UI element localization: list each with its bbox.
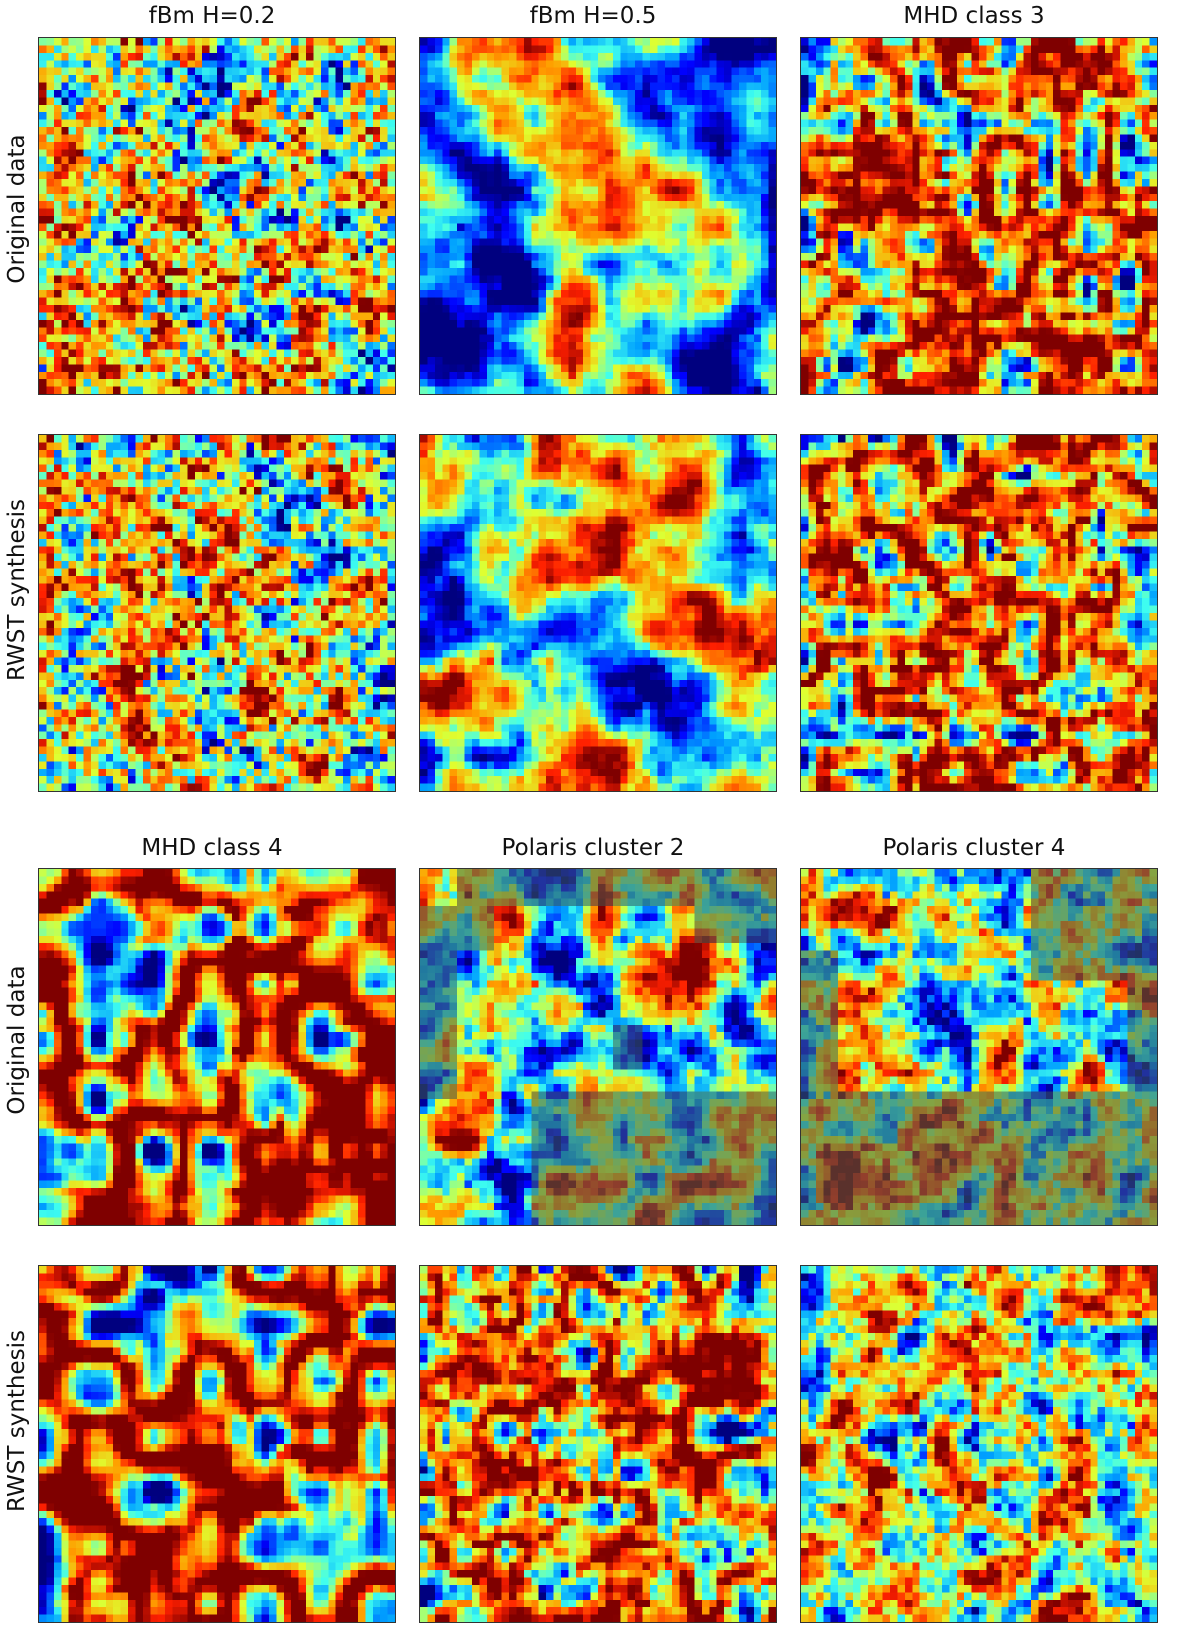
mask-overlay: [1030, 869, 1157, 981]
fbm02-synthesis-image: [39, 435, 395, 791]
polaris2-synthesis-image: [420, 1266, 776, 1622]
mask-overlay: [801, 950, 839, 1225]
row-label-original-data: Original data: [2, 29, 32, 389]
mask-overlay: [531, 1091, 776, 1225]
panel-mhd-class-3-synthesis: [800, 434, 1158, 792]
panel-fbm-h05-synthesis: [419, 434, 777, 792]
row-label-rwst-synthesis: RWST synthesis: [2, 410, 32, 770]
panel-fbm-h05-original: [419, 37, 777, 395]
mhd4-original-image: [39, 869, 395, 1225]
panel-polaris-cluster-2-synthesis: [419, 1265, 777, 1623]
row-label-rwst-synthesis: RWST synthesis: [2, 1241, 32, 1601]
mask-overlay: [420, 906, 495, 951]
column-title-polaris-cluster-4: Polaris cluster 4: [794, 834, 1154, 862]
column-title-fbm-h05: fBm H=0.5: [413, 2, 773, 30]
panel-polaris-cluster-2-original: [419, 868, 777, 1226]
panel-polaris-cluster-4-synthesis: [800, 1265, 1158, 1623]
mask-overlay: [420, 950, 458, 1099]
column-title-fbm-h02: fBm H=0.2: [32, 2, 392, 30]
fbm05-original-image: [420, 38, 776, 394]
mask-overlay: [457, 869, 776, 907]
panel-fbm-h02-synthesis: [38, 434, 396, 792]
row-label-original-data: Original data: [2, 860, 32, 1220]
mhd3-synthesis-image: [801, 435, 1157, 791]
column-title-polaris-cluster-2: Polaris cluster 2: [413, 834, 773, 862]
mhd4-synthesis-image: [39, 1266, 395, 1622]
column-title-mhd-class-3: MHD class 3: [794, 2, 1154, 30]
polaris4-synthesis-image: [801, 1266, 1157, 1622]
fbm05-synthesis-image: [420, 435, 776, 791]
column-title-mhd-class-4: MHD class 4: [32, 834, 392, 862]
polaris2-original-image: [420, 869, 776, 1225]
panel-mhd-class-4-original: [38, 868, 396, 1226]
mhd3-original-image: [801, 38, 1157, 394]
mask-overlay: [694, 906, 776, 944]
mask-overlay: [838, 1091, 1157, 1225]
polaris4-original-image: [801, 869, 1157, 1225]
panel-fbm-h02-original: [38, 37, 396, 395]
mask-overlay: [1127, 980, 1157, 1092]
panel-mhd-class-4-synthesis: [38, 1265, 396, 1623]
panel-polaris-cluster-4-original: [800, 868, 1158, 1226]
fbm02-original-image: [39, 38, 395, 394]
panel-mhd-class-3-original: [800, 37, 1158, 395]
mask-overlay: [612, 1024, 643, 1070]
